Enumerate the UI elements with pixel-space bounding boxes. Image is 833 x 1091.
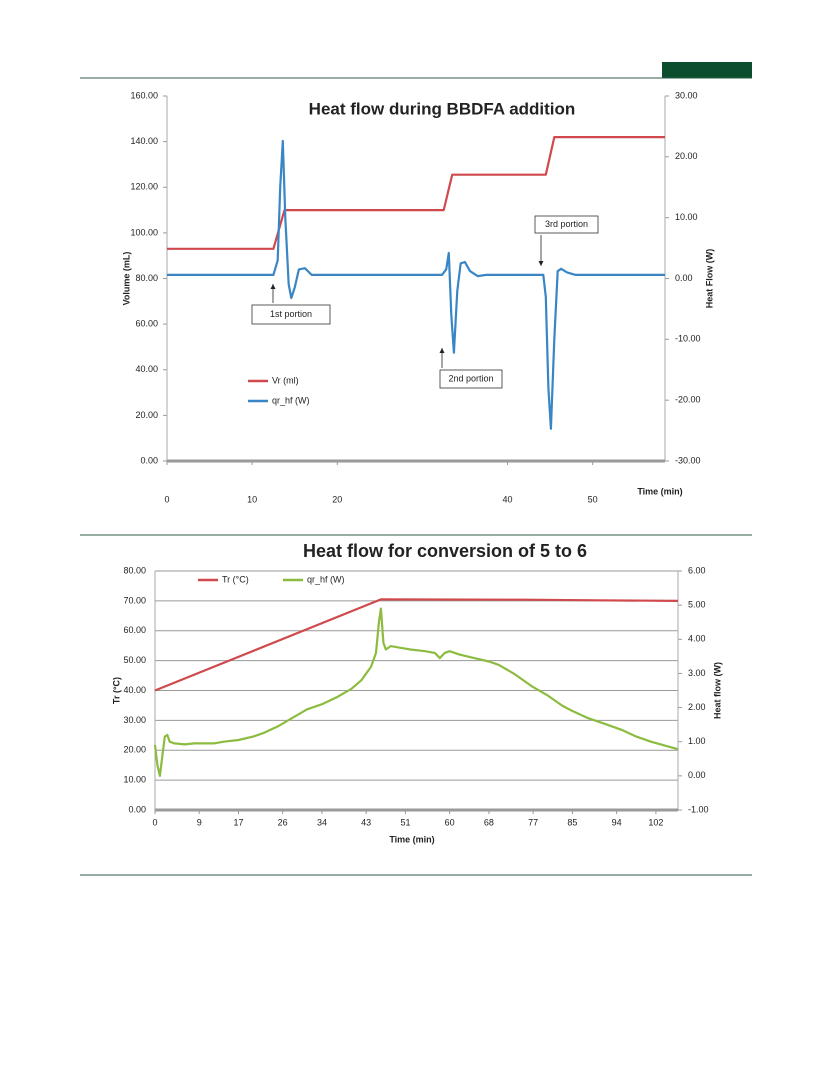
y2-tick-label: 3.00	[688, 668, 706, 678]
y-tick-label: 20.00	[123, 745, 146, 755]
y-tick-label: 160.00	[130, 90, 158, 100]
x-tick-label: 9	[197, 817, 202, 827]
annotation: 3rd portion	[545, 219, 588, 229]
y2-tick-label: 20.00	[675, 151, 698, 161]
series-line	[167, 136, 665, 250]
legend-label: Tr (°C)	[222, 574, 249, 584]
y-axis-label: Tr (°C)	[111, 677, 121, 704]
y2-tick-label: 6.00	[688, 565, 706, 575]
y2-tick-label: 4.00	[688, 634, 706, 644]
x-tick-label: 50	[588, 494, 598, 504]
y2-tick-label: 2.00	[688, 702, 706, 712]
y2-tick-label: -1.00	[688, 804, 709, 814]
y2-tick-label: 0.00	[675, 273, 693, 283]
arrow-head	[439, 348, 445, 353]
y2-tick-label: 30.00	[675, 90, 698, 100]
y-tick-label: 50.00	[123, 655, 146, 665]
series-line	[153, 607, 679, 777]
x-tick-label: 68	[484, 817, 494, 827]
annotation-box	[534, 215, 599, 234]
y2-tick-label: -20.00	[675, 395, 701, 405]
arrow-head	[538, 261, 544, 266]
y-tick-label: 120.00	[130, 182, 158, 192]
x-tick-label: 10	[247, 494, 257, 504]
y2-axis-label: Heat Flow (W)	[704, 249, 714, 309]
y2-tick-label: 1.00	[688, 736, 706, 746]
y-tick-label: 0.00	[128, 804, 146, 814]
annotation-box	[439, 369, 503, 389]
x-axis-label: Time (min)	[637, 486, 682, 496]
y-tick-label: 40.00	[135, 364, 158, 374]
x-axis-label: Time (min)	[389, 834, 434, 844]
x-tick-label: 0	[164, 494, 169, 504]
y2-tick-label: 10.00	[675, 212, 698, 222]
x-tick-label: 60	[445, 817, 455, 827]
x-tick-label: 40	[503, 494, 513, 504]
annotation: 1st portion	[270, 309, 312, 319]
y2-tick-label: 5.00	[688, 600, 706, 610]
x-tick-label: 51	[400, 817, 410, 827]
y2-tick-label: -10.00	[675, 334, 701, 344]
y-tick-label: 0.00	[140, 455, 158, 465]
arrow-head	[270, 284, 276, 289]
annotation-box	[251, 304, 331, 325]
y-tick-label: 70.00	[123, 595, 146, 605]
y-tick-label: 60.00	[135, 319, 158, 329]
y-tick-label: 80.00	[135, 273, 158, 283]
legend-label: Vr (ml)	[272, 375, 299, 385]
y2-axis-label: Heat flow (W)	[712, 662, 722, 719]
y2-tick-label: 0.00	[688, 770, 706, 780]
annotation: 2nd portion	[448, 373, 493, 383]
legend-label: qr_hf (W)	[307, 574, 345, 584]
y-axis-label: Volume (mL)	[121, 252, 131, 306]
chart-title: Heat flow for conversion of 5 to 6	[303, 541, 587, 561]
chart-title: Heat flow during BBDFA addition	[309, 99, 576, 118]
y2-tick-label: -30.00	[675, 455, 701, 465]
x-tick-label: 77	[528, 817, 538, 827]
x-tick-label: 85	[567, 817, 577, 827]
y-tick-label: 140.00	[130, 136, 158, 146]
y-tick-label: 10.00	[123, 775, 146, 785]
y-tick-label: 80.00	[123, 565, 146, 575]
x-tick-label: 102	[648, 817, 663, 827]
y-tick-label: 40.00	[123, 685, 146, 695]
x-tick-label: 0	[152, 817, 157, 827]
series-line	[154, 598, 679, 692]
y-tick-label: 20.00	[135, 410, 158, 420]
legend-label: qr_hf (W)	[272, 395, 310, 405]
x-tick-label: 94	[612, 817, 622, 827]
header-block	[662, 62, 752, 78]
x-tick-label: 43	[361, 817, 371, 827]
y-tick-label: 60.00	[123, 625, 146, 635]
series-line	[167, 139, 665, 430]
x-tick-label: 26	[278, 817, 288, 827]
x-tick-label: 34	[317, 817, 327, 827]
x-tick-label: 17	[233, 817, 243, 827]
y-tick-label: 30.00	[123, 715, 146, 725]
y-tick-label: 100.00	[130, 227, 158, 237]
x-tick-label: 20	[332, 494, 342, 504]
